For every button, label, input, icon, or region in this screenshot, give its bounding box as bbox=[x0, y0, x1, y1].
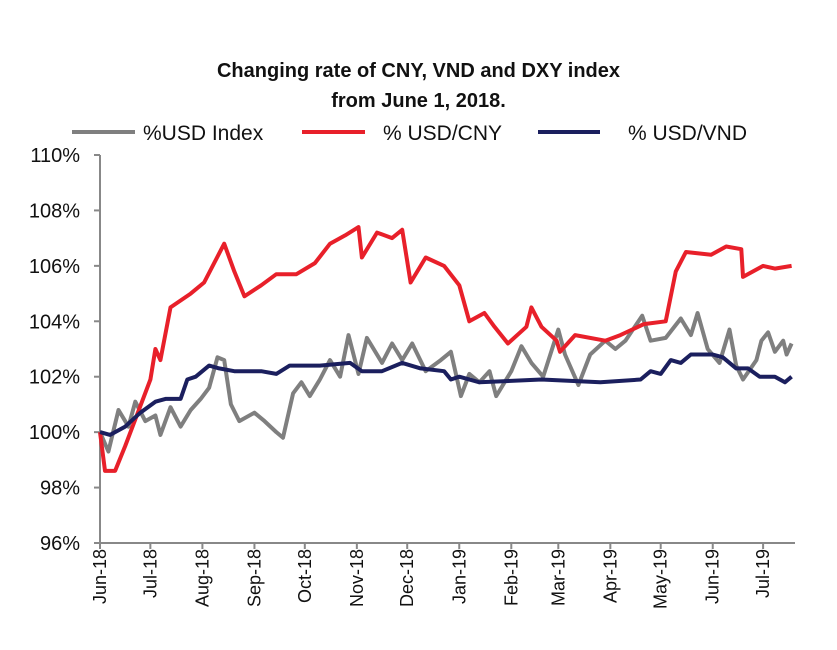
x-tick-label: Jun-19 bbox=[703, 549, 723, 604]
x-tick-label: Jul-18 bbox=[140, 549, 160, 598]
legend-label-1: %USD Index bbox=[143, 122, 264, 145]
chart-subtitle: from June 1, 2018. bbox=[331, 90, 506, 112]
x-tick-label: Aug-18 bbox=[192, 549, 212, 607]
x-tick-label: Oct-18 bbox=[295, 549, 315, 603]
y-tick-label: 102% bbox=[29, 367, 80, 389]
x-tick-label: Mar-19 bbox=[548, 549, 568, 606]
x-tick-label: Nov-18 bbox=[347, 549, 367, 607]
y-tick-label: 98% bbox=[40, 478, 80, 500]
x-tick-label: Feb-19 bbox=[501, 549, 521, 606]
x-tick-label: Apr-19 bbox=[600, 549, 620, 603]
x-tick-label: Sep-18 bbox=[244, 549, 264, 607]
chart-title: Changing rate of CNY, VND and DXY index bbox=[216, 60, 621, 82]
x-tick-label: Jun-18 bbox=[90, 549, 110, 604]
x-tick-label: May-19 bbox=[651, 549, 671, 609]
y-tick-label: 110% bbox=[30, 145, 80, 167]
y-tick-label: 96% bbox=[40, 533, 80, 555]
series-line-2 bbox=[98, 225, 792, 473]
series-line-3 bbox=[99, 352, 793, 437]
y-tick-label: 100% bbox=[29, 422, 80, 444]
x-tick-label: Jan-19 bbox=[449, 549, 469, 604]
legend-label-3: % USD/VND bbox=[628, 122, 747, 145]
x-tick-label: Dec-18 bbox=[397, 549, 417, 607]
legend-label-2: % USD/CNY bbox=[383, 122, 502, 145]
y-tick-label: 108% bbox=[29, 200, 80, 222]
y-tick-label: 106% bbox=[29, 256, 80, 278]
series-line-1 bbox=[98, 311, 794, 454]
y-tick-label: 104% bbox=[29, 311, 80, 333]
x-tick-label: Jul-19 bbox=[753, 549, 773, 598]
